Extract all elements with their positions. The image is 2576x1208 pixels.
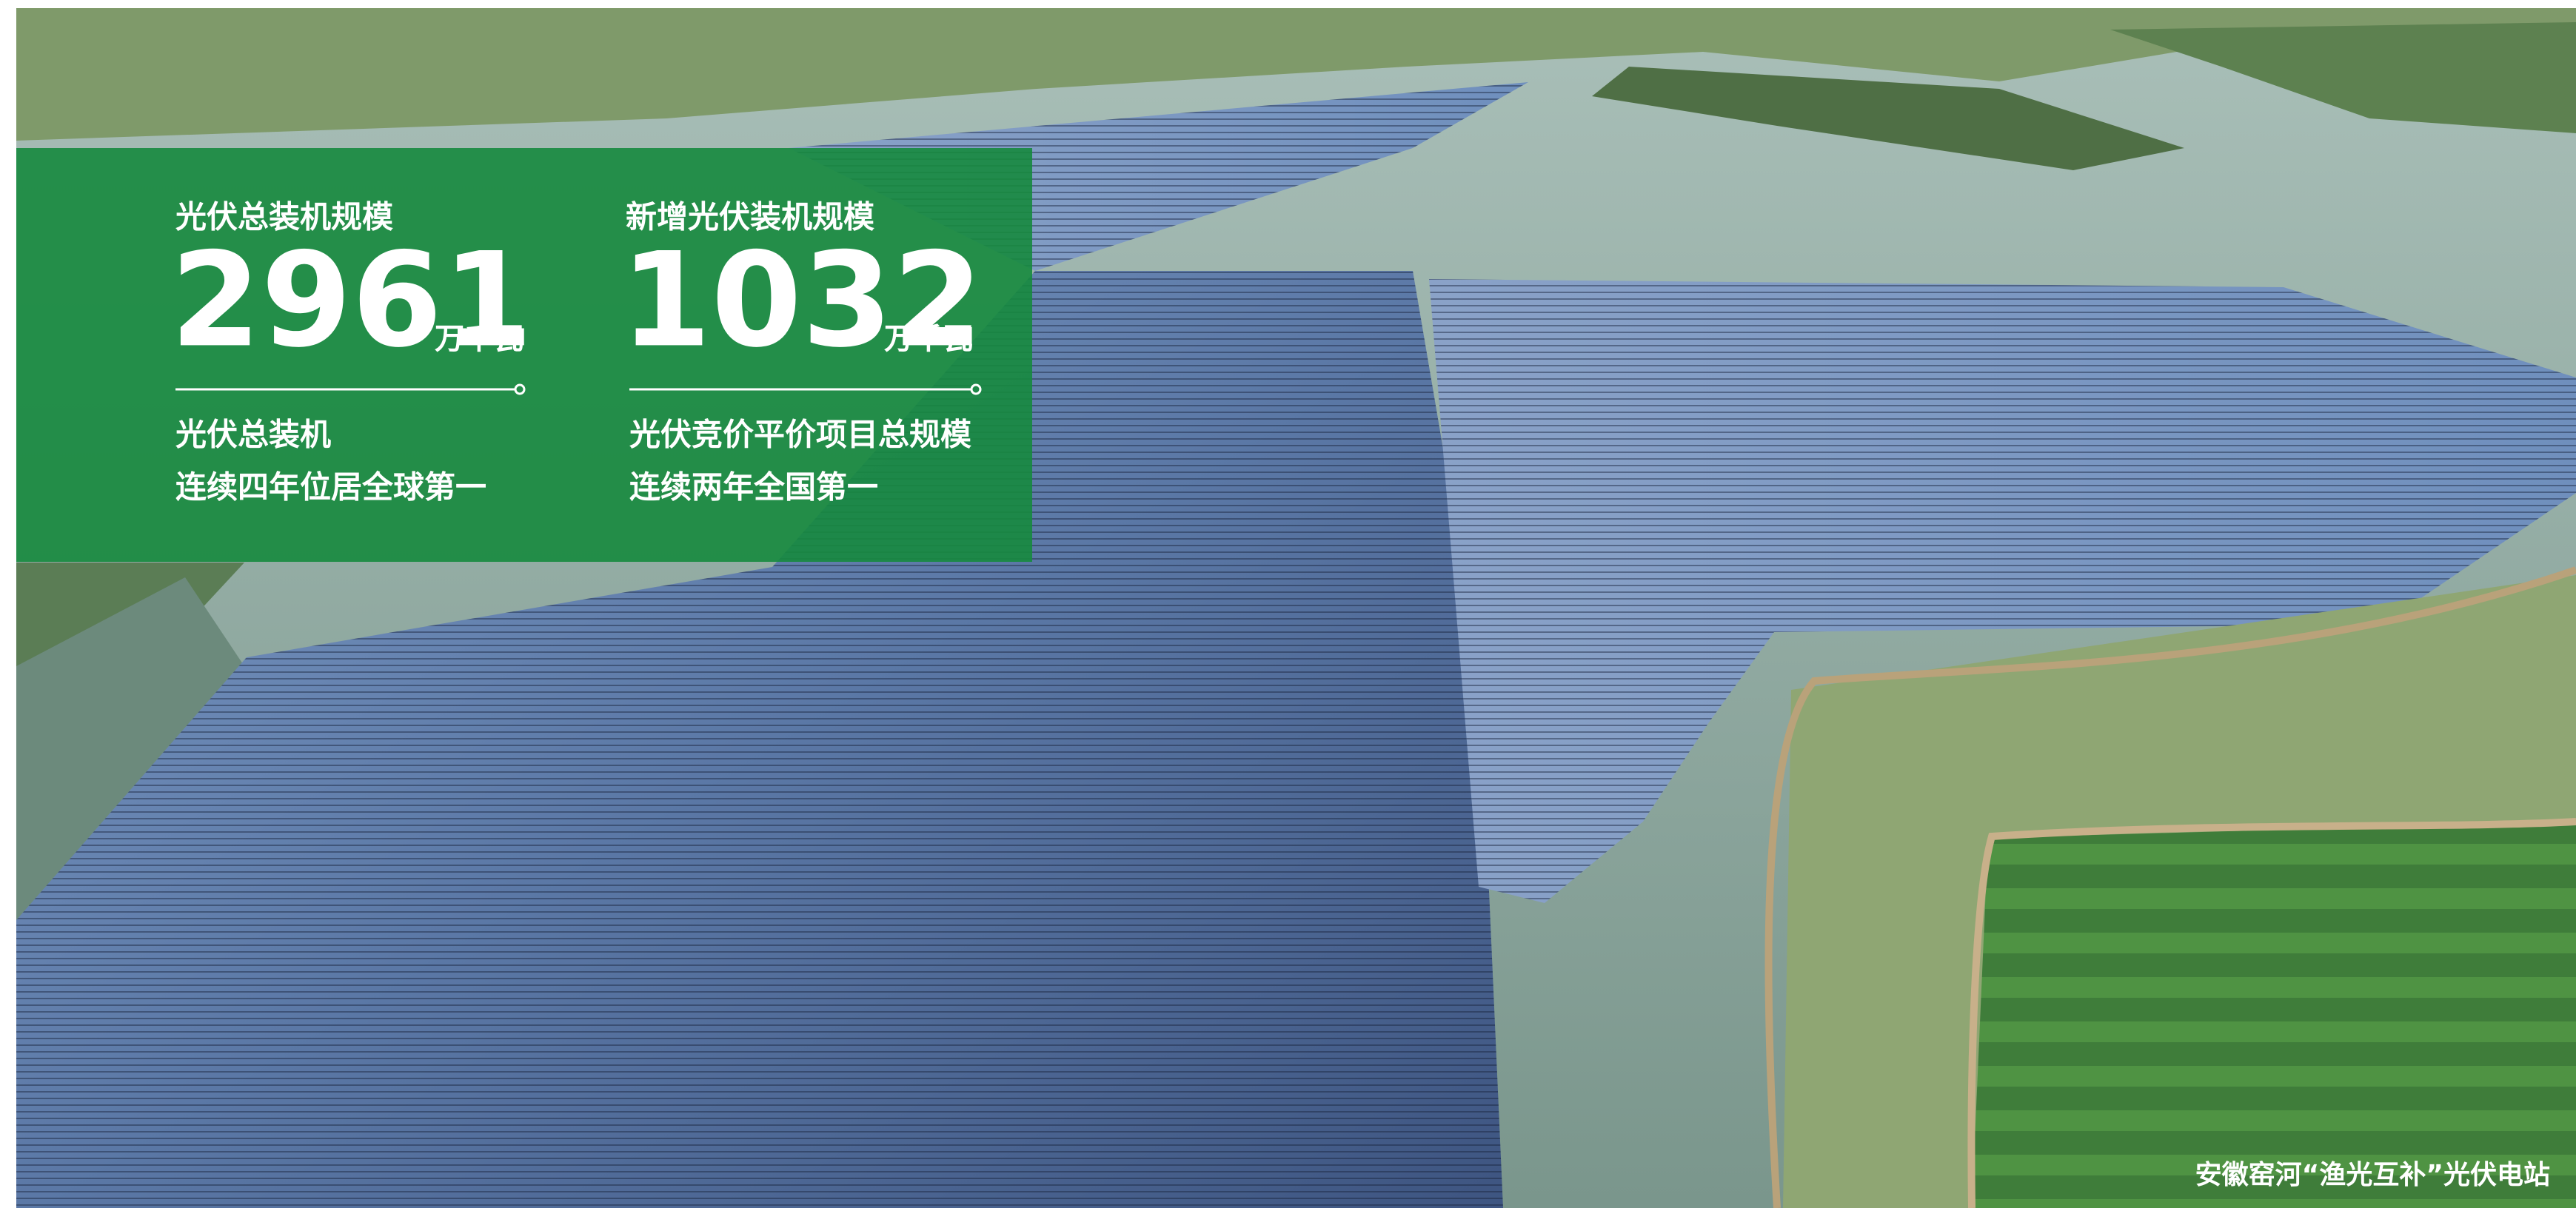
stat-title: 新增光伏装机规模 — [626, 199, 874, 235]
stat-desc: 光伏竞价平价项目总规模 — [629, 417, 971, 453]
photo-caption: 安徽窑河“渔光互补”光伏电站 — [2195, 1160, 2550, 1190]
stat-value: 2961 — [170, 224, 533, 376]
stat-unit: 万千瓦 — [884, 322, 973, 356]
divider-dot — [970, 383, 982, 395]
stat-desc: 连续两年全国第一 — [629, 469, 878, 506]
stat-value: 1032 — [620, 224, 983, 376]
stats-panel — [16, 148, 1032, 562]
stat-desc: 连续四年位居全球第一 — [175, 469, 486, 506]
stat-unit: 万千瓦 — [435, 322, 523, 356]
stat-desc: 光伏总装机 — [175, 417, 331, 453]
stat-title: 光伏总装机规模 — [175, 199, 393, 235]
photo — [16, 8, 2576, 1208]
divider-dot — [514, 383, 526, 395]
